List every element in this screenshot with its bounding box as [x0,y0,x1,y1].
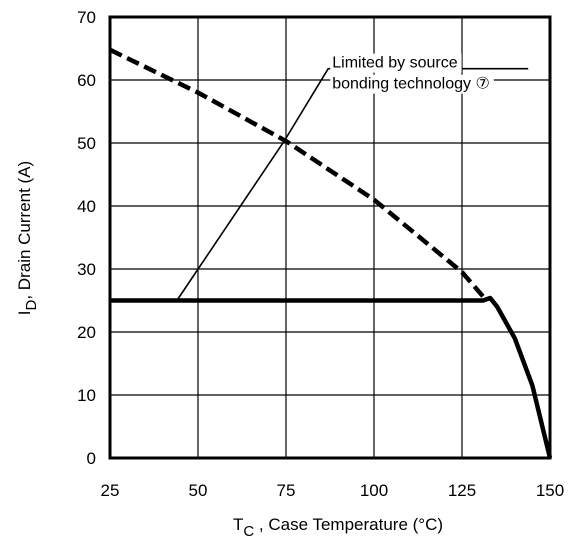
x-tick-label: 25 [101,481,120,500]
y-tick-label: 40 [77,197,96,216]
x-axis-ticks: 25 50 75 100 125 150 [101,481,565,500]
y-axis-label-sub: D [23,299,40,310]
x-tick-label: 100 [360,481,388,500]
x-axis-label-rest: , Case Temperature (°C) [254,515,443,534]
series-line-2 [110,295,553,459]
y-axis-label: ID, Drain Current (A) [15,161,40,315]
x-axis-label: TC , Case Temperature (°C) [233,515,443,540]
y-tick-label: 20 [77,323,96,342]
annotation-background [330,53,462,73]
y-tick-label: 0 [87,449,96,468]
y-axis-label-rest: , Drain Current (A) [15,161,34,300]
x-tick-label: 125 [448,481,476,500]
annotation-background [330,74,494,94]
y-tick-label: 60 [77,71,96,90]
y-axis-label-main: I [15,310,34,315]
annotation-text-line-2: bonding technology ⑦ [332,76,490,93]
x-axis-label-main: T [233,515,243,534]
y-tick-label: 50 [77,134,96,153]
y-tick-label: 70 [77,8,96,27]
plot-frame [108,15,552,460]
y-tick-label: 10 [77,386,96,405]
x-tick-label: 150 [536,481,564,500]
annotation-text-line-1: Limited by source [332,55,457,72]
x-axis-label-sub: C [243,523,254,540]
x-tick-label: 50 [189,481,208,500]
y-axis-ticks: 0 10 20 30 40 50 60 70 [77,8,96,468]
series-group [109,47,553,459]
x-tick-label: 75 [277,481,296,500]
series-line-1 [109,47,487,301]
y-tick-label: 30 [77,260,96,279]
annotation-group: Limited by source bonding technology ⑦ [176,53,529,301]
